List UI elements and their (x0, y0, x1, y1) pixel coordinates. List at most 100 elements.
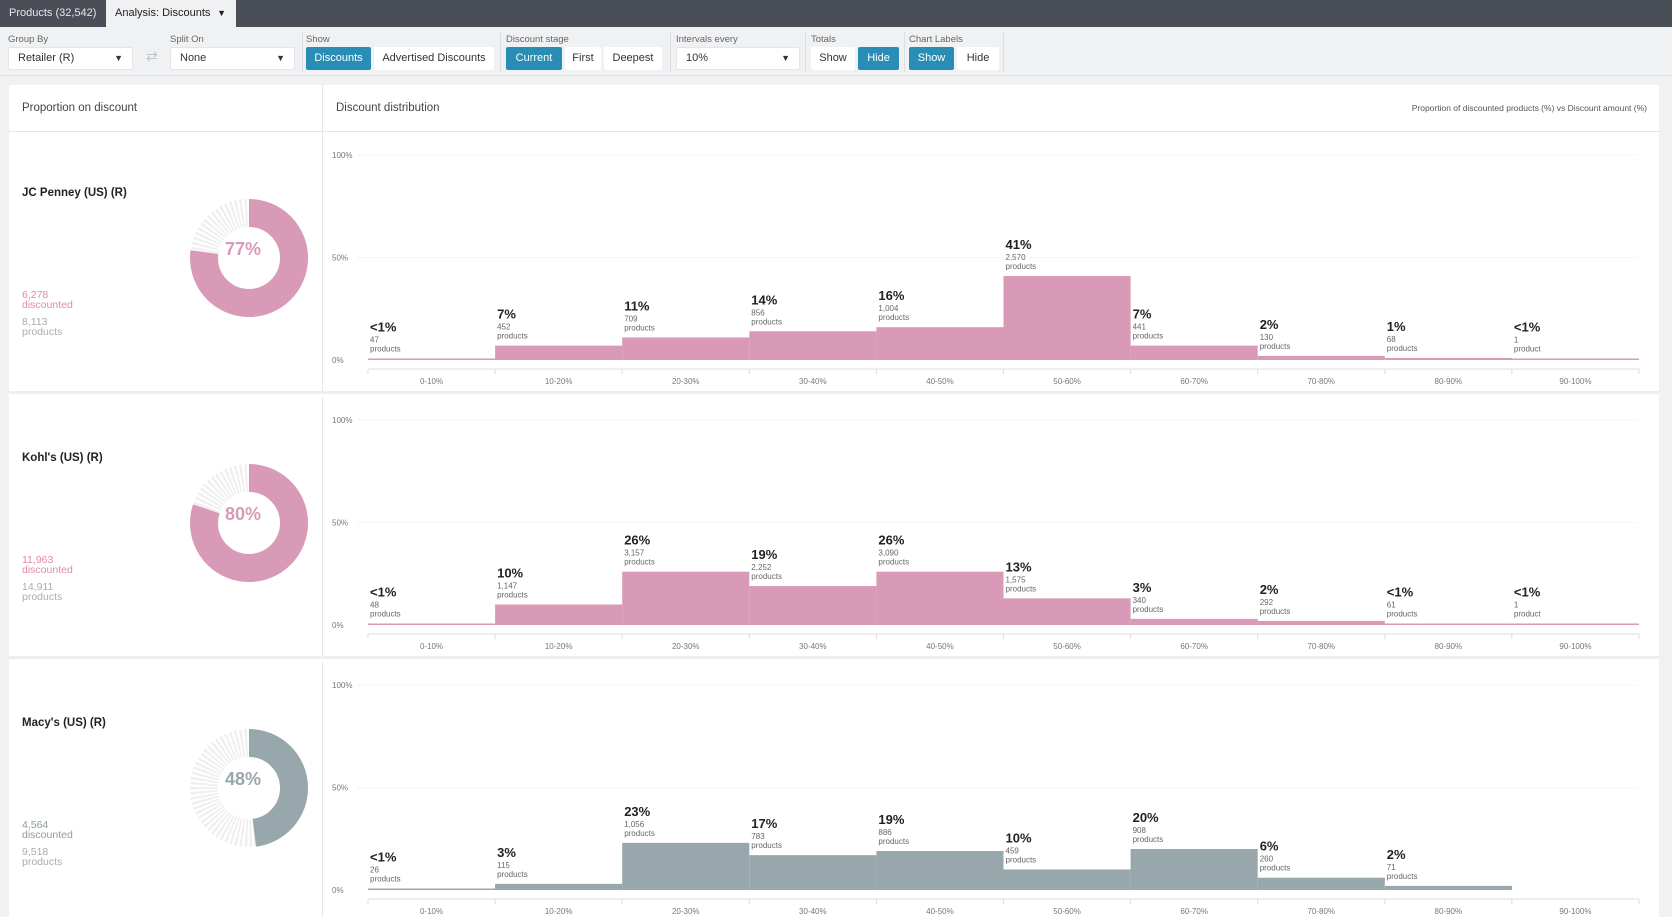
discount-distribution-chart: 100%50%0%<1%47products7%452products11%70… (332, 151, 1640, 386)
x-tick-label: 90-100% (1559, 907, 1591, 916)
bar[interactable] (368, 358, 496, 361)
discounted-label: discounted (22, 564, 73, 576)
bar[interactable] (876, 571, 1004, 625)
bar[interactable] (368, 623, 496, 626)
stage-first-button[interactable]: First (565, 47, 601, 70)
bar[interactable] (1384, 357, 1512, 360)
x-tick-label: 80-90% (1435, 377, 1463, 386)
bar[interactable] (1257, 355, 1385, 360)
bar[interactable] (495, 604, 623, 626)
swap-icon[interactable]: ⇄ (146, 48, 158, 64)
bar-percent-label: 3% (1133, 580, 1152, 595)
totals-show-button[interactable]: Show (811, 47, 855, 70)
bar[interactable] (876, 851, 1004, 890)
y-tick-label: 0% (332, 886, 344, 895)
x-tick-label: 50-60% (1053, 642, 1081, 651)
bar[interactable] (749, 331, 877, 360)
bar-count-label: 130 (1260, 333, 1274, 342)
divider (302, 32, 303, 72)
bar-unit-label: product (1514, 610, 1541, 619)
bar[interactable] (368, 888, 496, 891)
split-on-value: None (180, 52, 207, 64)
discounted-stat: 4,564 discounted (22, 820, 73, 841)
bar[interactable] (1130, 345, 1258, 360)
right-header-title: Discount distribution (336, 102, 440, 114)
bar[interactable] (1257, 620, 1385, 625)
bar[interactable] (1384, 885, 1512, 890)
x-tick-label: 30-40% (799, 642, 827, 651)
bar[interactable] (749, 855, 877, 890)
chart-labels-hide-button[interactable]: Hide (957, 47, 999, 70)
bar[interactable] (622, 337, 750, 360)
bar-percent-label: <1% (1514, 585, 1541, 600)
bar-percent-label: 16% (878, 288, 904, 303)
split-on-select[interactable]: None ▼ (170, 47, 295, 70)
bar[interactable] (1511, 358, 1639, 361)
bar[interactable] (1384, 623, 1512, 626)
bar-count-label: 2,252 (751, 563, 772, 572)
bar-unit-label: products (370, 345, 401, 354)
x-tick-label: 0-10% (420, 907, 443, 916)
discount-donut (190, 729, 308, 847)
totals-label: Totals (811, 34, 836, 45)
y-tick-label: 50% (332, 784, 348, 793)
intervals-select[interactable]: 10% ▼ (676, 47, 800, 70)
x-tick-label: 0-10% (420, 377, 443, 386)
tab-products[interactable]: Products (32,542) (9, 7, 97, 19)
donut-percent: 80% (224, 504, 262, 524)
bar[interactable] (1257, 877, 1385, 890)
bar[interactable] (1130, 618, 1258, 625)
bar[interactable] (749, 586, 877, 625)
products-stat: 9,518 products (22, 847, 62, 868)
group-by-select[interactable]: Retailer (R) ▼ (8, 47, 133, 70)
x-tick-label: 10-20% (545, 377, 573, 386)
x-tick-label: 20-30% (672, 642, 700, 651)
bar[interactable] (622, 571, 750, 625)
bar-unit-label: products (1133, 835, 1164, 844)
products-count: 8,113 (22, 316, 48, 328)
totals-hide-button[interactable]: Hide (858, 47, 899, 70)
bar-unit-label: products (1260, 607, 1291, 616)
discount-distribution-chart: 100%50%0%<1%48products10%1,147products26… (332, 416, 1640, 651)
bar-unit-label: products (1006, 262, 1037, 271)
bar-count-label: 856 (751, 308, 765, 317)
tab-analysis[interactable]: Analysis: Discounts ▼ (106, 0, 236, 27)
stage-current-button[interactable]: Current (506, 47, 562, 70)
bar[interactable] (1003, 598, 1131, 625)
bar-percent-label: 10% (1006, 831, 1032, 846)
x-tick-label: 40-50% (926, 907, 954, 916)
show-advertised-discounts-button[interactable]: Advertised Discounts (374, 47, 494, 70)
bar-percent-label: 10% (497, 566, 523, 581)
bar-count-label: 292 (1260, 598, 1274, 607)
bar-unit-label: products (1387, 344, 1418, 353)
donut-segment (190, 729, 308, 847)
x-tick-label: 40-50% (926, 377, 954, 386)
bar[interactable] (1003, 869, 1131, 891)
bar-count-label: 1,147 (497, 582, 518, 591)
intervals-label: Intervals every (676, 34, 738, 45)
bar[interactable] (876, 327, 1004, 360)
x-tick-label: 10-20% (545, 907, 573, 916)
y-tick-label: 0% (332, 356, 344, 365)
x-tick-label: 40-50% (926, 642, 954, 651)
bar[interactable] (1130, 849, 1258, 890)
x-tick-label: 80-90% (1435, 642, 1463, 651)
right-header: Discount distribution Proportion of disc… (323, 85, 1659, 132)
show-discounts-button[interactable]: Discounts (306, 47, 371, 70)
bar[interactable] (495, 345, 623, 360)
discounted-count: 6,278 (22, 289, 49, 301)
bar[interactable] (622, 842, 750, 890)
bar-unit-label: products (497, 591, 528, 600)
bar[interactable] (1511, 623, 1639, 626)
chart-description: Proportion of discounted products (%) vs… (1411, 103, 1647, 113)
x-tick-label: 70-80% (1307, 642, 1335, 651)
split-on-label: Split On (170, 34, 204, 45)
bar-count-label: 886 (878, 828, 892, 837)
products-stat: 8,113 products (22, 316, 62, 338)
top-tab-bar: Products (32,542) Analysis: Discounts ▼ (0, 0, 1672, 27)
bar[interactable] (495, 883, 623, 890)
chart-labels-show-button[interactable]: Show (909, 47, 954, 70)
stage-deepest-button[interactable]: Deepest (604, 47, 662, 70)
bar-unit-label: products (751, 841, 782, 850)
bar[interactable] (1003, 275, 1131, 360)
